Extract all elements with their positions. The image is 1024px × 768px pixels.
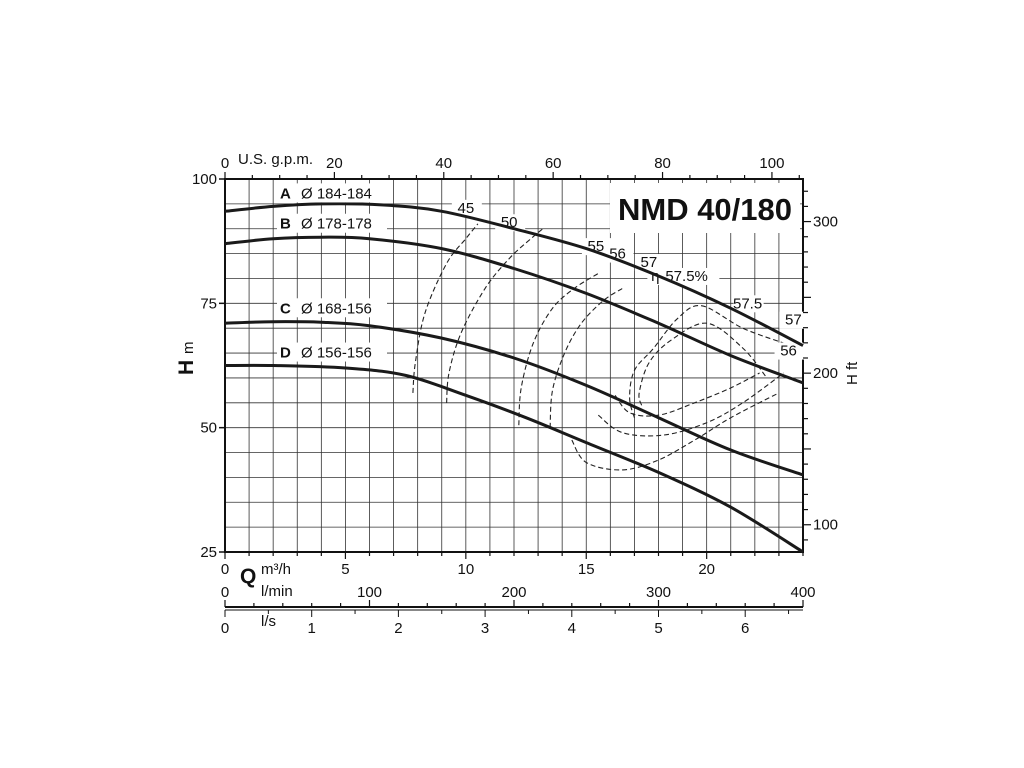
- x-tick-label-gpm: 80: [654, 155, 671, 172]
- curve-name: Ø 178-178: [301, 216, 372, 233]
- efficiency-label-bg: [634, 254, 665, 272]
- efficiency-label-bg: [733, 295, 764, 313]
- x-tick-label-ls: 5: [654, 620, 662, 637]
- x-tick-label-m3h: 5: [341, 561, 349, 578]
- x-tick-label-lmin: 400: [790, 584, 815, 601]
- efficiency-curve: [597, 372, 785, 437]
- top-axis-label: U.S. g.p.m.: [238, 151, 313, 168]
- efficiency-curve: [571, 392, 780, 471]
- x-tick-label-ls: 2: [394, 620, 402, 637]
- x-symbol-q: Q: [240, 565, 256, 588]
- efficiency-curve: [629, 305, 784, 418]
- curve-name: Ø 156-156: [301, 345, 372, 362]
- y-left-unit: m: [180, 342, 197, 355]
- efficiency-label-bg: [647, 267, 720, 285]
- x-tick-label-m3h: 10: [457, 561, 474, 578]
- efficiency-eta-symbol: η: [651, 268, 659, 285]
- x-label-m3h: m³/h: [261, 561, 291, 578]
- efficiency-label-bg: [774, 342, 805, 360]
- curve-label-bg: [277, 213, 387, 233]
- head-curve-c: [224, 320, 804, 477]
- curve-name: Ø 184-184: [301, 185, 372, 202]
- curve-label-bg: [277, 342, 387, 362]
- y-tick-label: 25: [200, 544, 217, 561]
- efficiency-label: 56: [780, 343, 797, 360]
- efficiency-label-bg: [779, 311, 810, 329]
- efficiency-label: 57: [641, 254, 658, 271]
- curve-letter: B: [280, 216, 291, 233]
- x-tick-label-lmin: 200: [501, 584, 526, 601]
- y-right-tick-label: 100: [813, 517, 838, 534]
- x-tick-label-ls: 4: [568, 620, 576, 637]
- efficiency-label: 57: [785, 312, 802, 329]
- y-right-tick-label: 300: [813, 214, 838, 231]
- x-tick-label-lmin: 300: [646, 584, 671, 601]
- x-tick-label-ls: 0: [221, 620, 229, 637]
- x-tick-label-ls: 3: [481, 620, 489, 637]
- curve-label-bg: [277, 298, 387, 318]
- efficiency-curve: [446, 228, 544, 403]
- y-tick-label: 75: [200, 295, 217, 312]
- head-curve-a: [224, 202, 804, 347]
- x-tick-label-gpm: 60: [545, 155, 562, 172]
- efficiency-label: 57.5%: [665, 268, 708, 285]
- x-tick-label-ls: 6: [741, 620, 749, 637]
- x-tick-label-m3h: 20: [698, 561, 715, 578]
- x-tick-label-gpm: 40: [435, 155, 452, 172]
- title-box: [610, 183, 800, 233]
- x-tick-label-m3h: 0: [221, 561, 229, 578]
- curve-letter: C: [280, 300, 291, 317]
- head-curves: [224, 202, 804, 554]
- x-tick-label-gpm: 100: [759, 155, 784, 172]
- efficiency-label: 45: [457, 200, 474, 217]
- y-left-label: H: [175, 360, 198, 375]
- curve-label-bg: [277, 183, 387, 203]
- efficiency-curve: [614, 372, 760, 417]
- chart-title: NMD 40/180: [618, 192, 792, 227]
- x-tick-label-ls: 1: [308, 620, 316, 637]
- curve-letter: A: [280, 185, 291, 202]
- efficiency-curve: [638, 322, 768, 406]
- curve-letter: D: [280, 345, 291, 362]
- y-tick-label: 50: [200, 420, 217, 437]
- efficiency-curve: [518, 273, 599, 426]
- y-right-tick-label: 200: [813, 365, 838, 382]
- x-tick-label-gpm: 0: [221, 155, 229, 172]
- x-label-lmin: l/min: [261, 583, 293, 600]
- x-tick-label-gpm: 20: [326, 155, 343, 172]
- efficiency-curve: [412, 223, 479, 393]
- y-right-label: H ft: [844, 361, 861, 385]
- curve-name: Ø 168-156: [301, 300, 372, 317]
- x-tick-label-m3h: 15: [578, 561, 595, 578]
- curve-labels: A Ø 184-184 B Ø 178-178 C Ø 168-156 D Ø 156-156: [277, 183, 387, 362]
- efficiency-label-bg: [451, 199, 482, 217]
- x-tick-label-lmin: 0: [221, 584, 229, 601]
- y-tick-label: 100: [192, 171, 217, 188]
- x-tick-label-lmin: 100: [357, 584, 382, 601]
- x-label-ls: l/s: [261, 613, 276, 630]
- head-curve-d: [224, 363, 804, 554]
- head-curve-b: [224, 235, 804, 385]
- efficiency-label: 57.5: [733, 295, 762, 312]
